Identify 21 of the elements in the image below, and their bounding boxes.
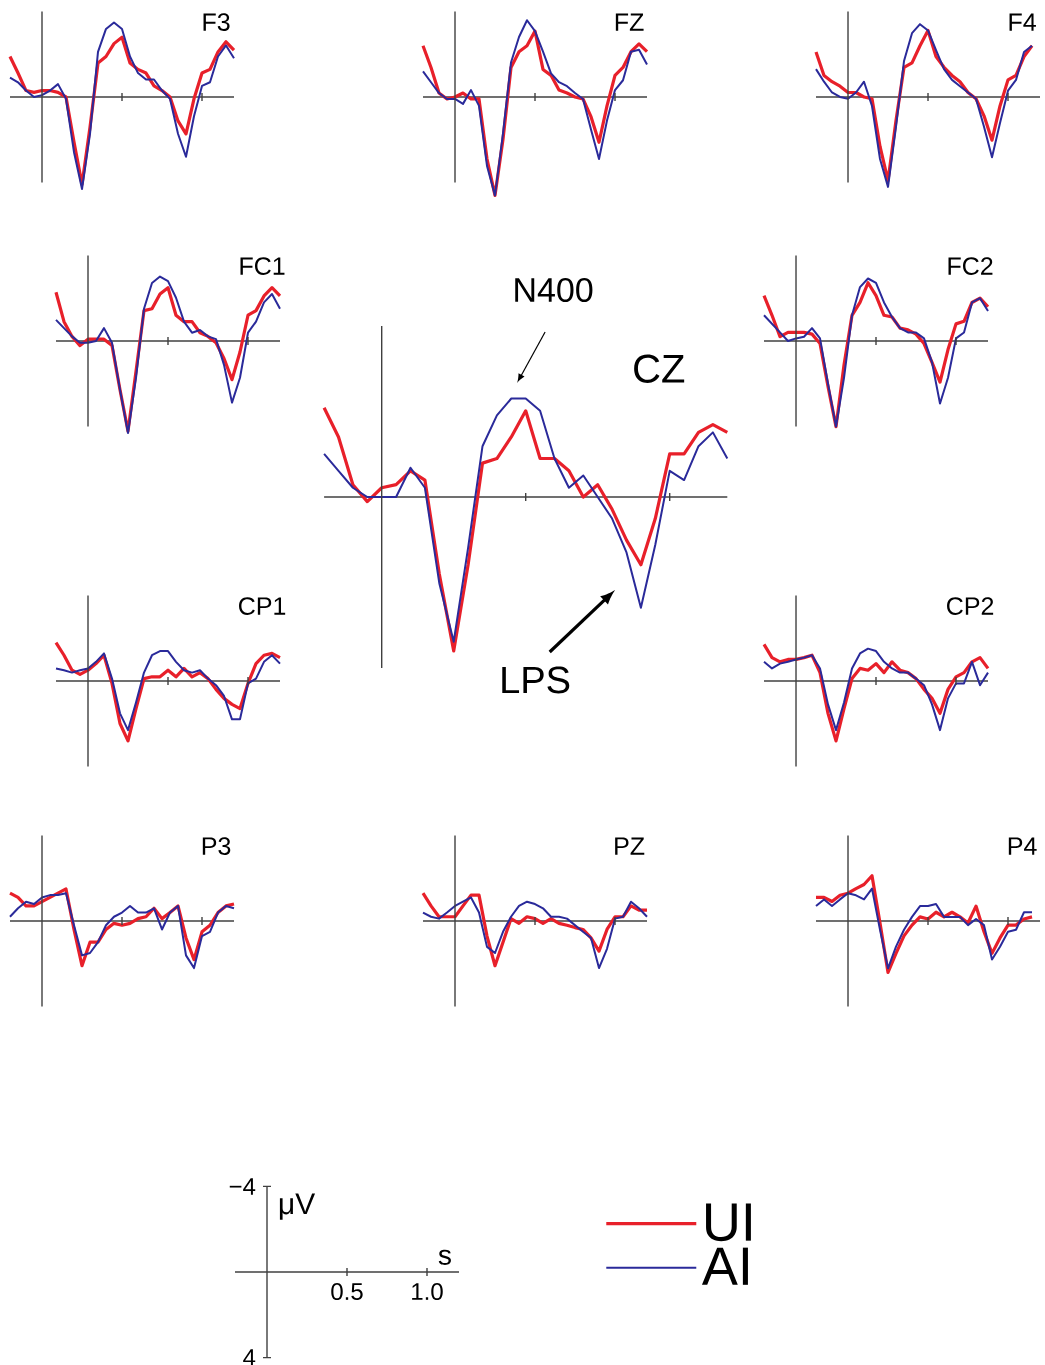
text: N400 [515,277,593,303]
chart-title: P4 [1008,837,1037,855]
chart-title: CP1 [239,597,286,615]
chart-title: F4 [1009,13,1036,31]
x-tick-label: 0.5 [331,1283,363,1301]
legend-label: AI [701,1247,748,1285]
x-tick-label: 1.0 [412,1283,443,1301]
chart-title: FC2 [948,257,993,275]
text: LPS [502,666,570,694]
chart-title: CP2 [947,597,994,615]
chart-title: FC1 [240,257,285,275]
chart-title: FZ [615,13,644,31]
y-axis-title: μV [279,1193,316,1220]
y-tick-label: 4 [243,1349,256,1365]
y-tick-label: −4 [229,1178,256,1195]
chart-title: CZ [634,354,685,383]
chart-title: P3 [202,837,231,855]
chart-title: PZ [615,837,645,855]
chart-title: F3 [203,13,230,31]
legend-label: UI [706,1203,751,1242]
x-axis-title: s [438,1249,451,1265]
